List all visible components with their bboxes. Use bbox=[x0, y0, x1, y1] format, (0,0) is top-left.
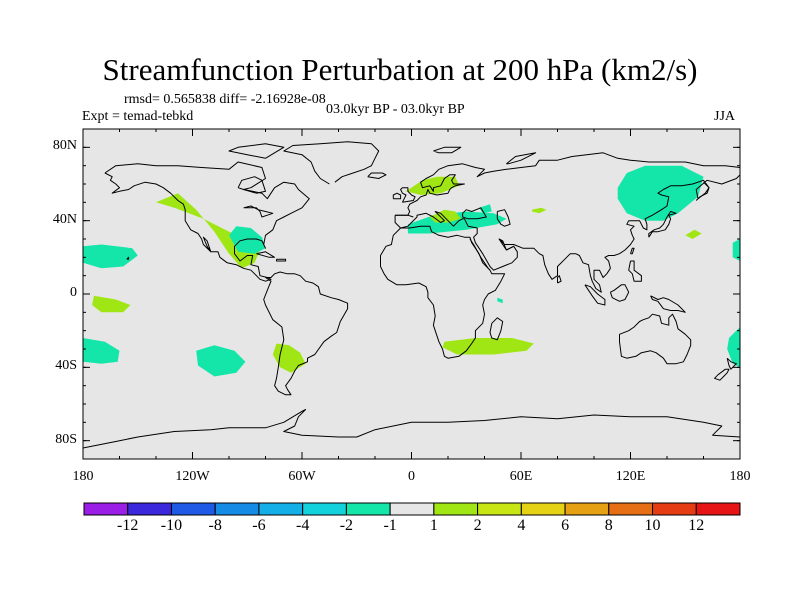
anomaly-n-atlantic-positive bbox=[406, 176, 459, 195]
anomaly-ne-asia-negative bbox=[617, 165, 704, 221]
coastlines bbox=[82, 141, 741, 449]
colorbar-swatch bbox=[127, 502, 172, 516]
colorbar-label: -1 bbox=[383, 517, 397, 534]
colorbar-label: 1 bbox=[429, 517, 438, 534]
coast-black-sea bbox=[462, 207, 487, 220]
coast-madagascar bbox=[489, 317, 504, 341]
colorbar-swatch bbox=[608, 502, 654, 516]
colorbar-swatch bbox=[564, 502, 610, 516]
chart-title: Streamfunction Perturbation at 200 hPa (… bbox=[102, 52, 698, 87]
coast-hudson-bay bbox=[237, 176, 266, 194]
colorbar-swatch bbox=[433, 502, 479, 516]
anomaly-east-pacific-positive bbox=[92, 295, 131, 313]
anomaly-central-pacific-negative-south bbox=[83, 338, 120, 364]
anomaly-nw-pacific-positive bbox=[685, 229, 702, 239]
coast-new-guinea bbox=[650, 295, 686, 313]
coast-novaya-zemlya bbox=[506, 152, 537, 165]
season-label: JJA bbox=[714, 109, 736, 124]
coast-ireland bbox=[392, 192, 402, 200]
anomaly-tasman-negative bbox=[727, 327, 740, 368]
x-tick-label: 120E bbox=[615, 469, 646, 484]
coast-cuba bbox=[256, 251, 276, 258]
coast-borneo bbox=[609, 284, 630, 302]
colorbar-label: -6 bbox=[252, 517, 266, 534]
coast-north-america bbox=[104, 161, 310, 282]
anomaly-central-asia-positive bbox=[532, 207, 547, 214]
coast-japan bbox=[648, 211, 677, 238]
x-tick-label: 120W bbox=[175, 469, 210, 484]
colorbar-label: 8 bbox=[604, 517, 613, 534]
colorbar-label: 12 bbox=[688, 517, 705, 534]
x-tick-label: 0 bbox=[408, 469, 415, 484]
coast-caspian-sea bbox=[496, 209, 511, 227]
y-tick-label: 0 bbox=[70, 285, 77, 300]
y-tick-label: 40N bbox=[52, 211, 77, 227]
colorbar-label: 10 bbox=[644, 517, 661, 534]
x-tick-label: 180 bbox=[729, 469, 751, 484]
map-panel bbox=[83, 129, 740, 459]
colorbar-swatch bbox=[302, 502, 347, 516]
colorbar-swatch bbox=[170, 502, 216, 516]
colorbar-label: -10 bbox=[160, 517, 183, 534]
coast-australia bbox=[619, 313, 692, 365]
x-tick-label: 60E bbox=[509, 469, 533, 484]
coast-new-zealand-south bbox=[714, 368, 730, 381]
anomaly-indian-ocean-positive bbox=[442, 338, 534, 355]
colorbar-label: -8 bbox=[208, 517, 222, 534]
coast-svalbard bbox=[433, 146, 462, 154]
anomaly-balkan-positive bbox=[429, 209, 461, 223]
colorbar-swatch bbox=[345, 502, 391, 516]
coast-iberia-north bbox=[395, 214, 414, 218]
coast-south-america bbox=[263, 271, 349, 396]
colorbar-swatch bbox=[214, 502, 260, 516]
coast-iceland bbox=[367, 172, 387, 179]
colorbar bbox=[83, 502, 741, 516]
colorbar-label: -2 bbox=[339, 517, 354, 534]
anomaly-central-pacific-negative-north bbox=[83, 244, 138, 269]
colorbar-swatch bbox=[83, 502, 129, 516]
coast-sumatra bbox=[584, 284, 606, 306]
colorbar-swatch bbox=[695, 502, 741, 516]
coast-great-lakes bbox=[243, 205, 274, 218]
coast-sri-lanka bbox=[557, 275, 562, 284]
anomaly-east-asia-edge-negative bbox=[732, 239, 740, 261]
map-frame bbox=[82, 128, 741, 460]
coast-philippines bbox=[628, 260, 642, 282]
colorbar-swatch bbox=[520, 502, 566, 516]
coast-kamchatka bbox=[695, 181, 710, 201]
coast-greenland bbox=[283, 141, 380, 185]
coast-britain bbox=[400, 187, 416, 203]
coast-persian-gulf bbox=[498, 238, 514, 251]
anomaly-se-pacific-negative bbox=[196, 345, 246, 377]
coast-antarctica bbox=[82, 409, 741, 449]
period-label: 03.0kyr BP - 03.0kyr BP bbox=[326, 102, 465, 117]
coast-arctic-islands bbox=[228, 143, 285, 159]
coast-hawaii bbox=[126, 256, 130, 260]
y-tick-label: 40S bbox=[55, 358, 77, 374]
anomaly-madagascar-negative bbox=[497, 297, 503, 304]
stats-label: rmsd= 0.565838 diff= -2.16928e-08 bbox=[124, 92, 326, 107]
colorbar-swatch bbox=[389, 502, 435, 516]
x-tick-label: 60W bbox=[288, 469, 316, 484]
colorbar-swatch bbox=[652, 502, 697, 516]
colorbar-swatch bbox=[477, 502, 522, 516]
coast-taiwan bbox=[630, 247, 635, 255]
x-tick-label: 180 bbox=[72, 469, 94, 484]
y-tick-label: 80S bbox=[55, 431, 77, 447]
coast-hispaniola bbox=[276, 258, 287, 262]
experiment-label: Expt = temad-tebkd bbox=[82, 109, 194, 124]
coast-eurasia bbox=[394, 152, 741, 293]
y-tick-label: 80N bbox=[52, 138, 77, 154]
anomaly-gulf-negative bbox=[229, 226, 266, 254]
coast-new-zealand-north bbox=[726, 357, 737, 370]
colorbar-label: 4 bbox=[517, 517, 526, 534]
coast-red-sea-west bbox=[469, 238, 491, 271]
colorbar-label: -12 bbox=[117, 517, 139, 534]
colorbar-label: 2 bbox=[473, 517, 482, 534]
colorbar-label: -4 bbox=[295, 517, 310, 534]
colorbar-swatch bbox=[258, 502, 304, 516]
colorbar-label: 6 bbox=[561, 517, 570, 534]
coast-africa bbox=[380, 225, 506, 359]
